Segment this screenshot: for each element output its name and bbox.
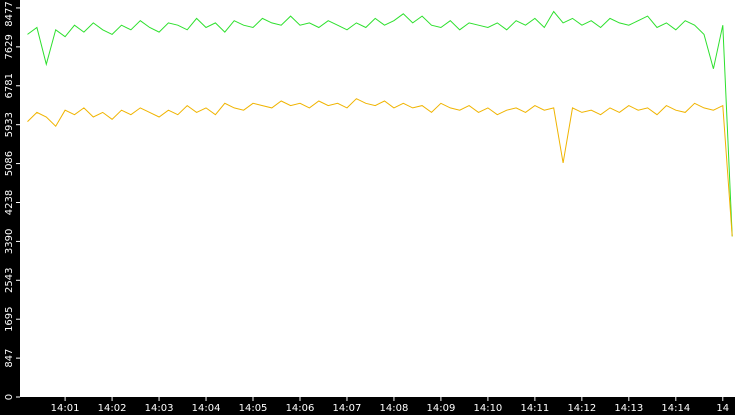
- x-tick-label: 14:12: [567, 403, 596, 414]
- x-tick-label: 14:14: [661, 403, 690, 414]
- x-tick-label: 14:07: [333, 403, 362, 414]
- x-tick-label: 14:01: [51, 403, 80, 414]
- y-axis-band: [0, 0, 20, 415]
- series-line: [27, 10, 733, 237]
- x-tick-label: 14:06: [286, 403, 315, 414]
- series-line: [27, 98, 733, 237]
- y-tick-label: 2543: [4, 268, 15, 293]
- x-tick-label: 14:09: [427, 403, 456, 414]
- x-tick-label: 14:11: [520, 403, 549, 414]
- y-tick-label: 8477: [4, 1, 15, 26]
- y-tick-label: 6781: [4, 73, 15, 98]
- x-tick-label: 14:02: [98, 403, 127, 414]
- y-tick-label: 5933: [4, 112, 15, 137]
- y-tick-label: 1695: [4, 306, 15, 331]
- x-tick-label: 14:03: [145, 403, 174, 414]
- y-tick-label: 7629: [4, 34, 15, 59]
- x-tick-label: 14:08: [380, 403, 409, 414]
- x-tick-label: 14:13: [614, 403, 643, 414]
- y-tick-label: 847: [4, 349, 15, 368]
- y-tick-label: 5086: [4, 151, 15, 176]
- y-tick-label: 3390: [4, 229, 15, 254]
- x-tick-label: 14:10: [473, 403, 502, 414]
- x-tick-label: 14:04: [192, 403, 221, 414]
- x-axis-band: [0, 397, 735, 415]
- y-tick-label: 4238: [4, 190, 15, 215]
- y-tick-label: 0: [4, 394, 15, 400]
- x-tick-label: 14: [716, 403, 729, 414]
- x-tick-label: 14:05: [239, 403, 268, 414]
